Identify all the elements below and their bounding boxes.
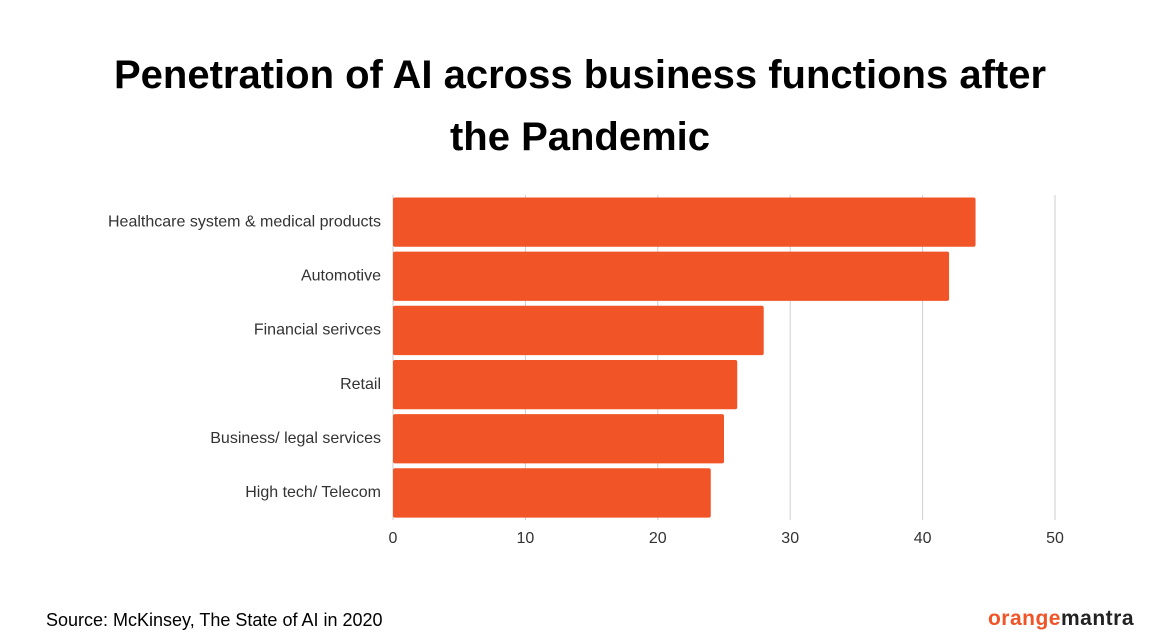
logo-part: orange (987, 607, 1061, 630)
x-tick-label: 20 (649, 530, 667, 547)
logo: orangemantra (988, 607, 1134, 631)
bar (393, 414, 724, 464)
x-tick-label: 50 (1046, 530, 1064, 547)
y-tick-label: Financial serivces (254, 322, 381, 339)
y-tick-label: Healthcare system & medical products (108, 213, 381, 230)
chart-title: Penetration of AI across business functi… (113, 53, 1047, 159)
x-tick-label: 10 (517, 530, 535, 547)
bar (393, 305, 764, 356)
bar (393, 197, 976, 247)
y-tick-label: Retail (340, 376, 381, 393)
y-tick-label: Business/ legal services (210, 430, 381, 447)
y-tick-label: Automotive (301, 267, 381, 284)
bar (393, 468, 711, 518)
y-tick-label: High tech/ Telecom (245, 484, 381, 501)
x-tick-label: 0 (389, 530, 398, 547)
bar (393, 359, 738, 410)
bar (393, 251, 950, 301)
x-tick-label: 40 (914, 530, 932, 547)
source-note: Source: McKinsey, The State of AI in 202… (46, 610, 383, 630)
x-tick-label: 30 (781, 530, 799, 547)
logo-part: mantra (1060, 607, 1134, 630)
